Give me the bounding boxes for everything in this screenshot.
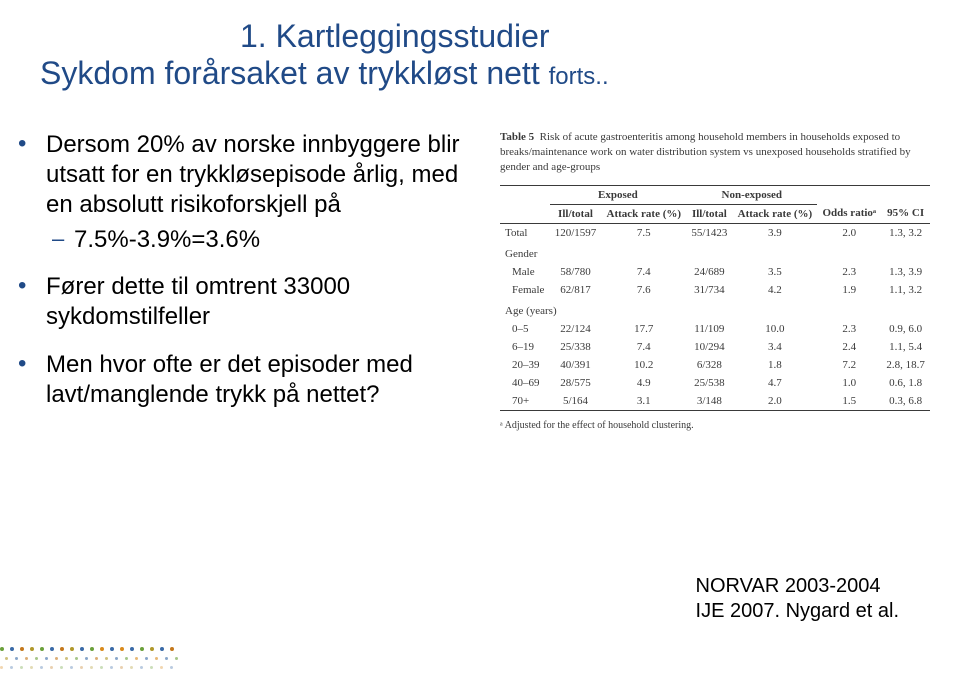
slide-header-line1: 1. Kartleggingsstudier [0, 0, 959, 55]
table-row: Female 62/817 7.6 31/734 4.2 1.9 1.1, 3.… [500, 281, 930, 299]
slide-header-line2: Sykdom forårsaket av trykkløst nett fort… [0, 55, 959, 92]
bullet-list: Dersom 20% av norske innbyggere blir uts… [18, 130, 488, 410]
col-attack-2: Attack rate (%) [732, 204, 817, 223]
bullet-text-3: Men hvor ofte er det episoder med lavt/m… [18, 350, 488, 410]
bullet-text-1: Dersom 20% av norske innbyggere blir uts… [18, 130, 488, 220]
table-row: 6–19 25/338 7.4 10/294 3.4 2.4 1.1, 5.4 [500, 338, 930, 356]
group-gender: Gender [500, 242, 930, 263]
slide-header-main: Sykdom forårsaket av trykkløst nett [40, 55, 540, 91]
col-odds: Odds ratioᵃ [817, 204, 881, 223]
col-ci: 95% CI [881, 204, 930, 223]
col-illtotal-2: Ill/total [686, 204, 732, 223]
table-area: Table 5 Risk of acute gastroenteritis am… [500, 130, 930, 432]
col-attack-1: Attack rate (%) [601, 204, 686, 223]
bullet-item-1: Dersom 20% av norske innbyggere blir uts… [18, 130, 488, 254]
citation-line2: IJE 2007. Nygard et al. [696, 599, 899, 624]
table-group-header-row: Exposed Non-exposed [500, 185, 930, 204]
citation: NORVAR 2003-2004 IJE 2007. Nygard et al. [696, 574, 899, 624]
bullet-item-3: Men hvor ofte er det episoder med lavt/m… [18, 350, 488, 410]
table-row: 20–39 40/391 10.2 6/328 1.8 7.2 2.8, 18.… [500, 356, 930, 374]
table-row: 40–69 28/575 4.9 25/538 4.7 1.0 0.6, 1.8 [500, 374, 930, 392]
table-caption-text: Risk of acute gastroenteritis among hous… [500, 131, 911, 173]
slide-dots-decoration [0, 641, 190, 669]
sub-bullet-1: 7.5%-3.9%=3.6% [18, 226, 488, 254]
citation-line1: NORVAR 2003-2004 [696, 574, 899, 599]
table-col-header-row: Ill/total Attack rate (%) Ill/total Atta… [500, 204, 930, 223]
table-footnote: ᵃ Adjusted for the effect of household c… [500, 419, 930, 433]
bullet-item-2: Fører dette til omtrent 33000 sykdomstil… [18, 272, 488, 332]
col-illtotal-1: Ill/total [550, 204, 602, 223]
table-row: Male 58/780 7.4 24/689 3.5 2.3 1.3, 3.9 [500, 263, 930, 281]
sub-list: 7.5%-3.9%=3.6% [18, 226, 488, 254]
col-group-nonexposed: Non-exposed [686, 185, 817, 204]
col-group-exposed: Exposed [550, 185, 687, 204]
table-row: 0–5 22/124 17.7 11/109 10.0 2.3 0.9, 6.0 [500, 320, 930, 338]
table-caption-label: Table 5 [500, 131, 534, 143]
bullet-text-2: Fører dette til omtrent 33000 sykdomstil… [18, 272, 488, 332]
slide-header-suffix: forts.. [549, 63, 609, 90]
table-row: 70+ 5/164 3.1 3/148 2.0 1.5 0.3, 6.8 [500, 392, 930, 411]
table-caption: Table 5 Risk of acute gastroenteritis am… [500, 130, 930, 175]
table-row: Total 120/1597 7.5 55/1423 3.9 2.0 1.3, … [500, 223, 930, 242]
risk-table: Exposed Non-exposed Ill/total Attack rat… [500, 185, 930, 411]
bullet-content: Dersom 20% av norske innbyggere blir uts… [18, 130, 488, 428]
group-age: Age (years) [500, 299, 930, 320]
